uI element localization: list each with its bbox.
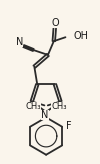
Text: F: F [66, 121, 72, 131]
Text: OH: OH [73, 31, 88, 41]
Text: CH₃: CH₃ [26, 102, 41, 111]
Text: N: N [42, 110, 49, 120]
Text: N: N [16, 37, 23, 47]
Text: O: O [52, 19, 59, 29]
Text: CH₃: CH₃ [51, 102, 67, 111]
